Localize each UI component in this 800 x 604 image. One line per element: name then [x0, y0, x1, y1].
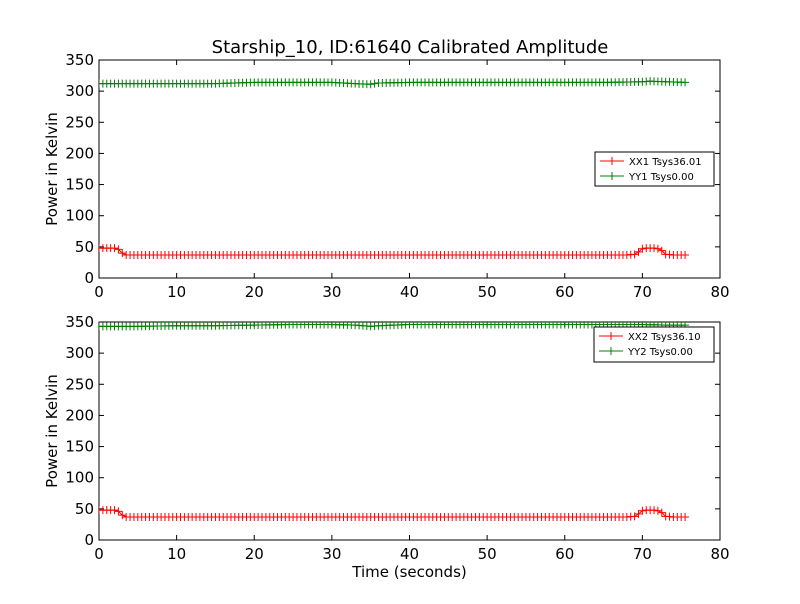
y-tick-label: 300: [65, 344, 94, 362]
legend-marker: [607, 332, 615, 340]
x-tick-label: 30: [322, 545, 341, 563]
y-tick-label: 350: [65, 51, 94, 69]
data-point: [638, 244, 647, 253]
legend-marker: [608, 172, 616, 180]
x-tick-label: 0: [94, 545, 104, 563]
chart-panel-2: 0 10 20 30 40 50 60 70 80 0 50 100 150 200 250 300 350 Po…: [43, 313, 730, 581]
x-tick-label: 80: [710, 283, 729, 301]
legend-box: [593, 326, 715, 363]
data-point: [110, 506, 119, 515]
y-tick-label: 350: [65, 313, 94, 331]
data-point: [681, 78, 690, 87]
charts-group: 0 10 20 30 40 50 60 70 80050100150200250300350Po…: [43, 51, 730, 581]
y-tick-label: 250: [65, 375, 94, 393]
data-point: [118, 511, 127, 520]
legend-label: YY1 Tsys0.00: [628, 172, 694, 183]
data-point: [657, 246, 666, 255]
x-tick-label: 50: [478, 283, 497, 301]
y-tick-label: 50: [75, 238, 94, 256]
y-tick-label: 100: [65, 469, 94, 487]
x-tick-label: 10: [167, 283, 186, 301]
data-point: [370, 79, 379, 88]
data-point: [638, 506, 647, 515]
data-point: [657, 508, 666, 517]
data-point: [114, 507, 123, 516]
data-point: [681, 512, 690, 521]
legend: XX1 Tsys36.01 YY1 Tsys0.00: [594, 151, 715, 187]
legend-label: XX1 Tsys36.01: [629, 157, 702, 168]
y-tick-label: 200: [65, 144, 94, 162]
x-tick-label: 0: [94, 283, 104, 301]
x-tick-label: 30: [322, 283, 341, 301]
y-tick-label: 100: [65, 207, 94, 225]
y-tick-label: 150: [65, 176, 94, 194]
legend-marker: [608, 157, 616, 165]
x-tick-label: 40: [400, 545, 419, 563]
series-1: [99, 244, 690, 259]
x-tick-label: 20: [245, 283, 264, 301]
series-2: [99, 77, 690, 89]
data-point: [650, 506, 659, 515]
y-tick-label: 200: [65, 406, 94, 424]
y-axis-label: Power in Kelvin: [43, 374, 61, 488]
legend-marker: [607, 347, 615, 355]
y-tick-label: 0: [84, 531, 94, 549]
y-tick-label: 150: [65, 438, 94, 456]
y-tick-label: 50: [75, 500, 94, 518]
series-2: [99, 322, 690, 331]
chart-title: Starship_10, ID:61640 Calibrated Amplitu…: [212, 37, 609, 58]
y-tick-label: 300: [65, 82, 94, 100]
legend-box: [594, 151, 715, 187]
x-tick-label: 50: [478, 545, 497, 563]
data-point: [653, 244, 662, 253]
data-point: [653, 506, 662, 515]
data-point: [366, 80, 375, 89]
data-point: [650, 244, 659, 253]
x-tick-label: 40: [400, 283, 419, 301]
x-tick-label: 60: [555, 283, 574, 301]
x-axis-label: Time (seconds): [351, 563, 467, 581]
series-1: [99, 506, 690, 521]
legend-label: YY2 Tsys0.00: [627, 347, 693, 358]
x-tick-label: 80: [710, 545, 729, 563]
y-axis-label: Power in Kelvin: [43, 112, 61, 226]
y-tick-label: 250: [65, 113, 94, 131]
data-point: [110, 244, 119, 253]
data-point: [118, 249, 127, 258]
x-tick-label: 20: [245, 545, 264, 563]
x-tick-label: 70: [633, 545, 652, 563]
x-tick-label: 70: [633, 283, 652, 301]
data-point: [114, 245, 123, 254]
legend-label: XX2 Tsys36.10: [628, 332, 701, 343]
chart-panel-1: 0 10 20 30 40 50 60 70 80 0 50 100 150 200 250 300 350 Po…: [43, 51, 730, 301]
x-tick-label: 60: [555, 545, 574, 563]
legend: XX2 Tsys36.10 YY2 Tsys0.00: [593, 326, 715, 363]
x-tick-label: 10: [167, 545, 186, 563]
y-tick-label: 0: [84, 269, 94, 287]
data-point: [681, 250, 690, 259]
